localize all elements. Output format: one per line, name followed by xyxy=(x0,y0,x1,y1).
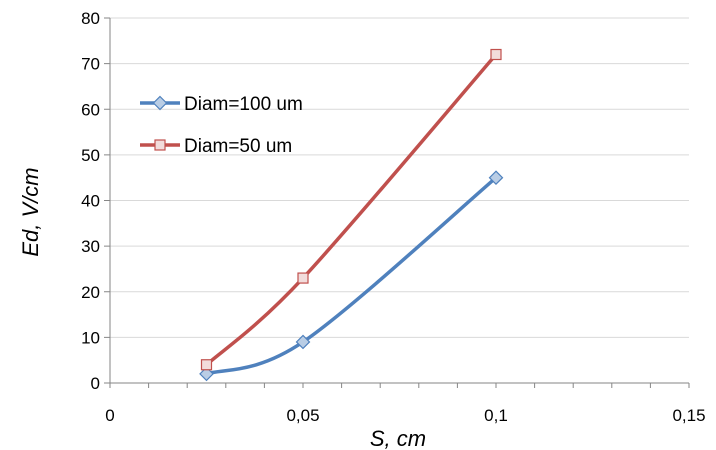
y-tick-label: 0 xyxy=(91,374,100,393)
legend-swatch-marker xyxy=(152,95,168,111)
y-tick-label: 70 xyxy=(81,55,100,74)
y-axis-title: Ed, V/cm xyxy=(18,167,43,256)
grid-lines xyxy=(110,17,689,338)
x-tick-label: 0,05 xyxy=(286,406,319,425)
x-axis-title: S, cm xyxy=(370,426,426,450)
data-point-diamond xyxy=(199,366,214,382)
x-tick-label: 0 xyxy=(105,406,114,425)
y-tick-label: 30 xyxy=(81,237,100,256)
legend-entry: Diam=50 um xyxy=(140,136,292,157)
series-line xyxy=(204,52,498,367)
series-2 xyxy=(200,48,502,371)
legend: Diam=100 um Diam=50 um xyxy=(140,94,303,157)
tick-labels: 0 10 20 30 40 50 60 70 80 0 0,05 0,1 0,15 xyxy=(81,9,705,425)
y-tick-label: 20 xyxy=(81,283,100,302)
legend-label: Diam=50 um xyxy=(184,136,292,157)
y-tick-label: 80 xyxy=(81,9,100,28)
data-point-square xyxy=(200,359,213,371)
series-line xyxy=(204,175,498,376)
y-tick-label: 10 xyxy=(81,328,100,347)
legend-swatch-marker xyxy=(154,139,166,151)
legend-entry: Diam=100 um xyxy=(140,94,303,115)
y-tick-label: 50 xyxy=(81,146,100,165)
x-tick-label: 0,1 xyxy=(484,406,508,425)
legend-label: Diam=100 um xyxy=(184,94,303,115)
data-point-diamond xyxy=(488,170,504,186)
data-point-diamond xyxy=(295,334,311,350)
data-point-square xyxy=(490,48,502,61)
y-tick-label: 60 xyxy=(81,100,100,119)
x-tick-label: 0,15 xyxy=(672,406,705,425)
series-layer xyxy=(199,48,504,382)
series-1 xyxy=(199,170,504,382)
data-point-square xyxy=(297,272,309,284)
axes xyxy=(104,17,690,388)
y-tick-label: 40 xyxy=(81,192,100,211)
